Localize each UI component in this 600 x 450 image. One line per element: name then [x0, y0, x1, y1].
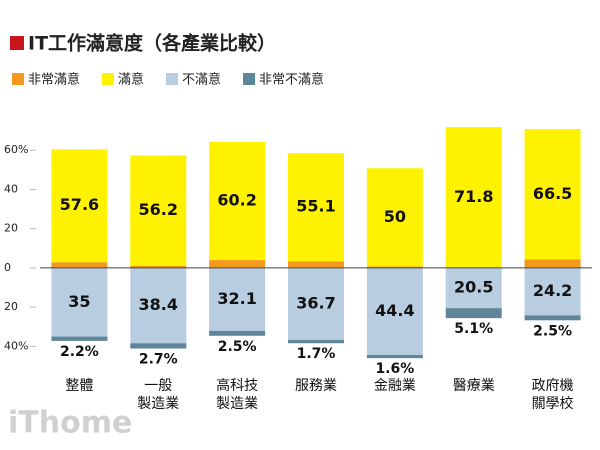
bar-segment	[288, 153, 344, 262]
legend-swatch	[243, 73, 256, 85]
bar-segment	[209, 260, 266, 268]
legend-label: 非常不滿意	[259, 72, 324, 88]
bar-segment	[288, 261, 344, 268]
legend-swatch	[102, 73, 115, 85]
legend-label: 滿意	[118, 72, 144, 88]
bar-segment	[366, 266, 423, 268]
value-label: 1.7%	[297, 346, 336, 362]
x-tick-label: 關學校	[532, 395, 574, 412]
bar-segment	[366, 267, 423, 356]
y-tick-label: 20	[4, 300, 18, 313]
value-label: 32.1	[217, 289, 256, 308]
bar-segment	[524, 259, 581, 268]
bar-segment	[445, 308, 502, 319]
title-marker	[10, 36, 24, 50]
value-label: 20.5	[454, 278, 493, 297]
legend-swatch	[166, 73, 179, 85]
x-tick-label: 金融業	[374, 378, 416, 394]
x-tick-label: 製造業	[216, 396, 258, 412]
bar-segment	[51, 336, 108, 341]
value-label: 44.4	[375, 301, 414, 320]
y-tick-label: 40%	[4, 339, 28, 352]
x-tick-label: 政府機	[532, 378, 574, 394]
x-tick-label: 一般	[144, 378, 172, 394]
bar-segment	[51, 262, 108, 268]
bar-segment	[51, 267, 108, 337]
bar-segment	[209, 141, 266, 261]
chart-title: IT工作滿意度（各產業比較）	[28, 32, 276, 55]
bar-segment	[524, 267, 581, 316]
value-label: 2.5%	[218, 339, 257, 355]
bar-segment	[130, 155, 187, 266]
y-tick-label: 60%	[4, 143, 28, 156]
bar-segment	[366, 168, 423, 267]
bar-segment	[130, 265, 187, 268]
value-label: 38.4	[139, 295, 178, 314]
value-label: 5.1%	[454, 321, 493, 337]
value-label: 71.8	[454, 187, 493, 206]
value-label: 36.7	[296, 293, 335, 312]
x-tick-label: 整體	[65, 378, 93, 394]
legend-label: 不滿意	[182, 72, 221, 88]
x-tick-label: 製造業	[137, 396, 179, 412]
bar-segment	[445, 267, 502, 309]
x-tick-label: 服務業	[295, 378, 337, 394]
bar-segment	[209, 267, 266, 331]
legend-swatch	[12, 73, 24, 85]
value-label: 56.2	[139, 200, 178, 219]
bar-segment	[288, 267, 344, 340]
value-label: 2.5%	[533, 323, 572, 339]
x-tick-label: 高科技	[216, 377, 258, 394]
value-label: 60.2	[217, 191, 256, 210]
value-label: 1.6%	[375, 361, 414, 377]
x-tick-label: 醫療業	[453, 377, 495, 394]
bar-segment	[366, 355, 423, 359]
y-tick-label: 20	[4, 222, 18, 235]
watermark: iThome	[8, 406, 132, 441]
value-label: 2.2%	[60, 344, 99, 360]
value-label: 50	[384, 207, 406, 226]
bar-segment	[209, 330, 266, 336]
value-label: 24.2	[533, 281, 572, 300]
bar-segment	[130, 343, 187, 349]
bar-segment	[524, 315, 581, 321]
value-label: 35	[68, 292, 90, 311]
value-label: 57.6	[60, 195, 99, 214]
legend-label: 非常滿意	[28, 72, 80, 88]
bar-segment	[130, 267, 187, 344]
bar-segment	[524, 129, 581, 260]
value-label: 66.5	[533, 184, 572, 203]
value-label: 55.1	[296, 197, 335, 216]
y-tick-label: 0	[4, 261, 11, 274]
value-label: 2.7%	[139, 352, 178, 368]
y-tick-label: 40	[4, 182, 18, 195]
bar-segment	[288, 339, 344, 344]
bar-segment	[445, 127, 502, 268]
bar-segment	[51, 149, 108, 263]
